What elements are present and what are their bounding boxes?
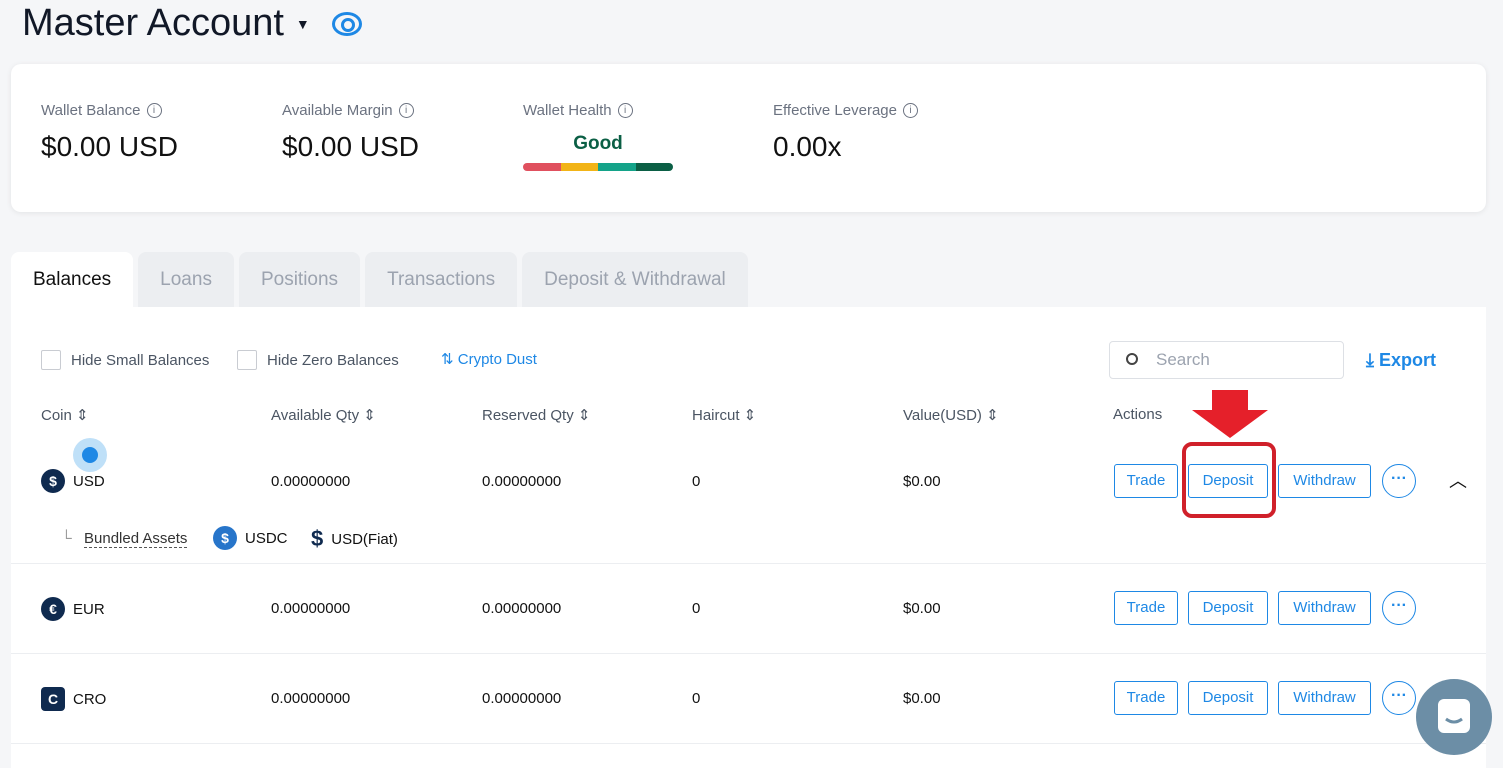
reserved: 0.00000000	[482, 600, 562, 617]
chevron-up-icon[interactable]: ︿	[1449, 471, 1467, 491]
tab-positions[interactable]: Positions	[238, 252, 361, 308]
summary-card: Wallet Balance i $0.00 USD Available Margi…	[11, 64, 1486, 212]
trade-button[interactable]: Trade	[1114, 591, 1178, 625]
value: $0.00 USD	[41, 131, 178, 162]
effective-leverage: Effective Leverage i 0.00x	[773, 102, 918, 163]
coin: CRO	[73, 690, 107, 708]
col-actions: Actions	[1113, 406, 1163, 423]
eye-icon[interactable]	[331, 11, 362, 36]
cro-icon: C	[41, 687, 65, 711]
coin: EUR	[73, 600, 105, 618]
available-margin: Available Margin i $0.00 USD	[282, 102, 419, 163]
deposit-button[interactable]: Deposit	[1188, 464, 1268, 498]
more-icon[interactable]: ···	[1382, 591, 1416, 625]
placeholder: Search	[1156, 350, 1210, 369]
hide-small-checkbox[interactable]: Hide Small Balances	[41, 350, 209, 370]
deposit-button[interactable]: Deposit	[1188, 681, 1268, 715]
label: Hide Small Balances	[71, 351, 210, 369]
more-icon[interactable]: ···	[1382, 464, 1416, 498]
value: $0.00 USD	[282, 131, 419, 162]
bundled-assets[interactable]: Bundled Assets	[84, 530, 188, 548]
hide-zero-checkbox[interactable]: Hide Zero Balances	[237, 350, 399, 370]
export-button[interactable]: ⤓ Export	[1366, 350, 1436, 371]
col-reserved[interactable]: Reserved Qty ⇕	[482, 407, 591, 424]
dollar-icon: $	[311, 526, 324, 551]
coin: USD	[73, 472, 105, 490]
label: Hide Zero Balances	[267, 351, 399, 369]
label: Wallet Health	[523, 102, 612, 119]
page-title[interactable]: Master Account ▼	[22, 2, 362, 45]
col-coin[interactable]: Coin ⇕	[41, 407, 89, 424]
available: 0.00000000	[271, 473, 351, 490]
search-icon	[1126, 353, 1138, 365]
search-input[interactable]: Search	[1109, 341, 1344, 379]
col-available[interactable]: Available Qty ⇕	[271, 407, 376, 424]
trade-button[interactable]: Trade	[1114, 681, 1178, 715]
haircut: 0	[692, 473, 701, 490]
value: $0.00	[903, 690, 941, 707]
download-icon: ⤓	[1366, 350, 1379, 370]
caret-down-icon[interactable]: ▼	[295, 15, 310, 32]
tab-transactions[interactable]: Transactions	[365, 252, 518, 308]
col-value[interactable]: Value(USD) ⇕	[903, 407, 999, 424]
click-indicator	[73, 438, 107, 472]
table-row: € EUR 0.00000000 0.00000000 0 $0.00 Trade…	[11, 564, 1486, 654]
bundled-item: USDC	[245, 529, 288, 547]
swap-icon: ⇅	[441, 351, 458, 368]
usdc-icon: $	[213, 526, 237, 550]
trade-button[interactable]: Trade	[1114, 464, 1178, 498]
label: Effective Leverage	[773, 102, 897, 119]
more-icon[interactable]: ···	[1382, 681, 1416, 715]
value: $0.00	[903, 600, 941, 617]
usd-icon: $	[41, 469, 65, 493]
tabs: Balances Loans Positions Transactions De…	[11, 252, 748, 308]
deposit-button[interactable]: Deposit	[1188, 591, 1268, 625]
table-row: $ USD 0.00000000 0.00000000 0 $0.00 Trade…	[11, 437, 1486, 564]
health-bar	[523, 163, 673, 171]
haircut: 0	[692, 600, 701, 617]
withdraw-button[interactable]: Withdraw	[1278, 591, 1371, 625]
info-icon[interactable]: i	[617, 103, 633, 118]
reserved: 0.00000000	[482, 473, 562, 490]
withdraw-button[interactable]: Withdraw	[1278, 681, 1371, 715]
info-icon[interactable]: i	[902, 103, 918, 118]
crypto-dust-link[interactable]: ⇅ Crypto Dust	[441, 350, 537, 368]
wallet-health: Wallet Health i Good	[523, 102, 673, 171]
highlight-box-annotation	[1182, 442, 1276, 518]
tab-deposit-withdrawal[interactable]: Deposit & Withdrawal	[522, 252, 748, 308]
bundled-item: USD(Fiat)	[331, 530, 398, 548]
label: Crypto Dust	[457, 351, 537, 368]
tree-line-icon: └	[61, 530, 72, 547]
account-name[interactable]: Master Account	[22, 2, 284, 44]
balances-panel: Hide Small Balances Hide Zero Balances ⇅…	[11, 307, 1486, 768]
label: Wallet Balance	[41, 102, 141, 119]
tab-loans[interactable]: Loans	[138, 252, 234, 308]
col-haircut[interactable]: Haircut ⇕	[692, 407, 757, 424]
value: 0.00x	[773, 131, 842, 162]
withdraw-button[interactable]: Withdraw	[1278, 464, 1371, 498]
available: 0.00000000	[271, 690, 351, 707]
available: 0.00000000	[271, 600, 351, 617]
tab-balances[interactable]: Balances	[11, 252, 134, 308]
chat-icon[interactable]	[1416, 679, 1492, 755]
reserved: 0.00000000	[482, 690, 562, 707]
info-icon[interactable]: i	[146, 103, 162, 118]
value: $0.00	[903, 473, 941, 490]
wallet-balance: Wallet Balance i $0.00 USD	[41, 102, 178, 163]
label: Export	[1378, 350, 1436, 370]
haircut: 0	[692, 690, 701, 707]
label: Available Margin	[282, 102, 393, 119]
table-row: C CRO 0.00000000 0.00000000 0 $0.00 Trade…	[11, 654, 1486, 744]
eur-icon: €	[41, 597, 65, 621]
info-icon[interactable]: i	[398, 103, 414, 118]
red-arrow-annotation	[1192, 390, 1268, 438]
health-value: Good	[573, 133, 623, 154]
